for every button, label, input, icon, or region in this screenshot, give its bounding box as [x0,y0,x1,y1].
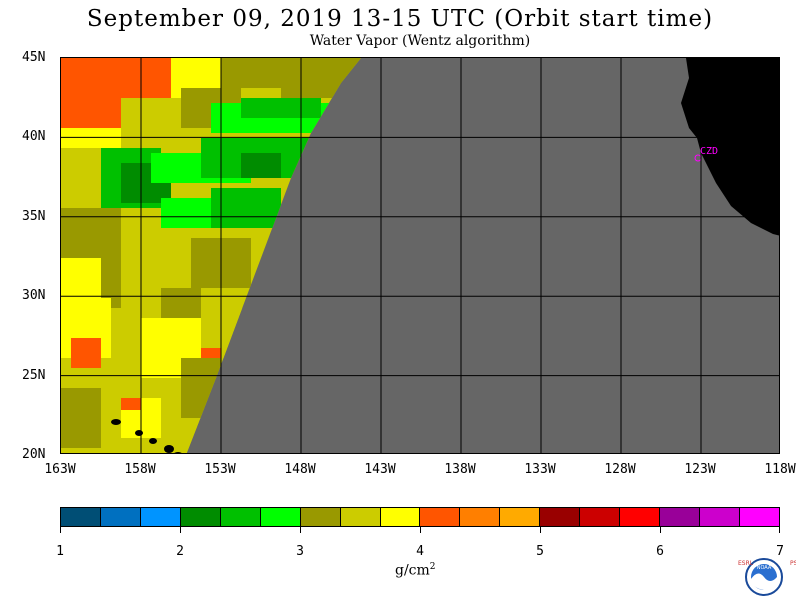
color-scale-swatch [140,508,181,526]
lat-label: 30N [22,288,46,304]
color-scale-bar [60,507,780,527]
color-scale-swatch [660,508,700,526]
units-label: g/cm2 [395,562,436,579]
color-scale-swatch [260,508,301,526]
color-scale-tickmark [779,527,780,533]
color-scale-swatch [620,508,661,526]
lat-label: 45N [22,50,46,65]
color-scale-swatch [380,508,421,526]
map-title: September 09, 2019 13-15 UTC (Orbit star… [86,6,714,32]
lat-label: 40N [22,129,46,145]
color-scale-tickmark [300,527,301,533]
lat-label: 20N [22,447,46,462]
lat-label: 35N [22,208,46,224]
map-canvas [61,58,779,453]
noaa-esrl-psd-logo: NOAA ESRL PSD [738,558,796,596]
color-scale-swatch [700,508,740,526]
color-scale-tick-label: 5 [536,544,544,559]
lon-label: 123W [684,462,716,477]
site-label-czd: CZD [700,146,719,157]
color-scale-swatch [180,508,221,526]
lon-label: 163W [44,462,76,477]
map-subtitle: Water Vapor (Wentz algorithm) [309,33,531,49]
color-scale-tickmark [60,527,61,533]
color-scale-tickmark [660,527,661,533]
color-scale-swatch [420,508,461,526]
lon-label: 143W [364,462,396,477]
color-scale-swatch [61,508,101,526]
color-scale-tick-label: 2 [176,544,184,559]
lon-label: 148W [284,462,316,477]
color-scale-tick-label: 6 [656,544,664,559]
svg-text:NOAA: NOAA [757,565,772,571]
color-scale-tick-label: 1 [56,544,64,559]
color-scale-tick-label: 4 [416,544,424,559]
color-scale-swatch [580,508,621,526]
water-vapor-map [60,57,780,454]
color-scale-swatch [340,508,381,526]
color-scale-swatch [460,508,501,526]
color-scale-swatch [100,508,141,526]
color-scale-swatch [739,508,779,526]
land-mask [111,58,779,453]
lon-label: 133W [524,462,556,477]
color-scale-swatch [300,508,341,526]
color-scale-tick-label: 3 [296,544,304,559]
color-scale-tickmark [180,527,181,533]
graticule [61,58,779,453]
color-scale-swatch [220,508,261,526]
color-scale-tick-label: 7 [776,544,784,559]
lon-label: 118W [764,462,796,477]
lon-label: 158W [124,462,156,477]
svg-text:PSD: PSD [790,560,796,567]
svg-text:ESRL: ESRL [738,560,754,567]
color-scale-swatch [540,508,581,526]
color-scale-tickmark [540,527,541,533]
color-scale-tickmark [420,527,421,533]
lon-label: 153W [204,462,236,477]
lon-label: 128W [604,462,636,477]
lat-label: 25N [22,367,46,383]
color-scale-swatch [500,508,541,526]
lon-label: 138W [444,462,476,477]
